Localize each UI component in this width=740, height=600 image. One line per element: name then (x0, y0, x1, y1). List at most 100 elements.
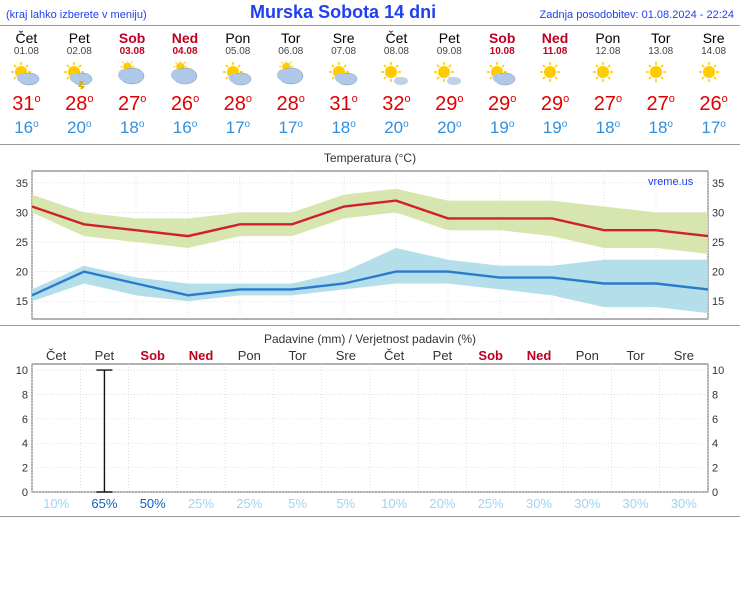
svg-text:Tor: Tor (289, 348, 308, 363)
weather-icon (370, 61, 423, 89)
precipitation-chart: 00224466881010ČetPetSobNedPonTorSreČetPe… (0, 346, 740, 516)
svg-text:10: 10 (16, 365, 28, 377)
temp-low: 20o (370, 118, 423, 138)
weather-icon (687, 61, 740, 89)
svg-text:15: 15 (712, 296, 724, 308)
svg-text:6: 6 (712, 414, 718, 426)
svg-text:0: 0 (712, 487, 718, 499)
weather-icon (423, 61, 476, 89)
temp-low: 20o (53, 118, 106, 138)
temp-high: 31o (0, 93, 53, 116)
svg-text:Tor: Tor (627, 348, 646, 363)
svg-text:10%: 10% (381, 496, 407, 511)
temp-high: 27o (106, 93, 159, 116)
svg-text:Ned: Ned (527, 348, 552, 363)
svg-text:30%: 30% (671, 496, 697, 511)
svg-text:30: 30 (712, 207, 724, 219)
header: (kraj lahko izberete v meniju) Murska So… (0, 0, 740, 25)
temp-high: 27o (634, 93, 687, 116)
svg-text:Ned: Ned (189, 348, 214, 363)
svg-text:25%: 25% (188, 496, 214, 511)
temp-low: 20o (423, 118, 476, 138)
precipitation-chart-title: Padavine (mm) / Verjetnost padavin (%) (0, 326, 740, 346)
svg-text:30%: 30% (623, 496, 649, 511)
svg-text:65%: 65% (91, 496, 117, 511)
svg-text:35: 35 (712, 178, 724, 190)
temp-high: 29o (423, 93, 476, 116)
forecast-table: Čet01.0831o16oPet02.0828o20oSob03.0827o1… (0, 25, 740, 145)
svg-text:30%: 30% (526, 496, 552, 511)
temp-high: 31o (317, 93, 370, 116)
day-name: Ned (159, 30, 212, 46)
day-date: 04.08 (159, 46, 212, 57)
svg-text:25: 25 (712, 237, 724, 249)
weather-icon (317, 61, 370, 89)
temp-high: 29o (529, 93, 582, 116)
temp-high: 28o (211, 93, 264, 116)
precipitation-chart-section: Padavine (mm) / Verjetnost padavin (%) 0… (0, 326, 740, 517)
svg-text:20: 20 (712, 267, 724, 279)
day-name: Sre (317, 30, 370, 46)
day-name: Pon (581, 30, 634, 46)
svg-text:Sob: Sob (478, 348, 503, 363)
day-date: 11.08 (529, 46, 582, 57)
svg-text:Pon: Pon (238, 348, 261, 363)
weather-icon (264, 61, 317, 89)
temp-low: 16o (159, 118, 212, 138)
svg-text:25: 25 (16, 237, 28, 249)
svg-text:10%: 10% (43, 496, 69, 511)
temp-low: 16o (0, 118, 53, 138)
day-date: 01.08 (0, 46, 53, 57)
weather-icon (634, 61, 687, 89)
day-date: 05.08 (211, 46, 264, 57)
page-title: Murska Sobota 14 dni (147, 2, 540, 23)
day-name: Čet (370, 30, 423, 46)
temp-high: 26o (159, 93, 212, 116)
day-date: 02.08 (53, 46, 106, 57)
weather-icon (581, 61, 634, 89)
day-name: Čet (0, 30, 53, 46)
day-name: Tor (264, 30, 317, 46)
temp-low: 18o (106, 118, 159, 138)
svg-text:Čet: Čet (384, 348, 405, 363)
svg-text:Pon: Pon (576, 348, 599, 363)
temp-low: 17o (211, 118, 264, 138)
svg-text:25%: 25% (478, 496, 504, 511)
weather-icon (476, 61, 529, 89)
svg-text:Čet: Čet (46, 348, 67, 363)
weather-icon (159, 61, 212, 89)
day-column: Sre07.08 31o18o (317, 26, 370, 144)
temp-low: 18o (634, 118, 687, 138)
day-date: 07.08 (317, 46, 370, 57)
day-date: 10.08 (476, 46, 529, 57)
day-name: Pet (53, 30, 106, 46)
day-column: Čet01.08 31o16o (0, 26, 53, 144)
svg-text:35: 35 (16, 178, 28, 190)
temp-low: 18o (317, 118, 370, 138)
weather-icon (0, 61, 53, 89)
day-name: Sob (476, 30, 529, 46)
day-name: Tor (634, 30, 687, 46)
day-column: Ned11.0829o19o (529, 26, 582, 144)
svg-text:10: 10 (712, 365, 724, 377)
weather-icon (529, 61, 582, 89)
temp-high: 28o (264, 93, 317, 116)
day-name: Pon (211, 30, 264, 46)
temperature-chart: 15152020252530303535vreme.us (0, 165, 740, 325)
day-column: Pon12.0827o18o (581, 26, 634, 144)
svg-text:30: 30 (16, 207, 28, 219)
temp-low: 19o (476, 118, 529, 138)
day-name: Ned (529, 30, 582, 46)
svg-text:Sre: Sre (674, 348, 694, 363)
temp-high: 32o (370, 93, 423, 116)
day-column: Pon05.08 28o17o (211, 26, 264, 144)
svg-text:0: 0 (22, 487, 28, 499)
svg-text:6: 6 (22, 414, 28, 426)
menu-note: (kraj lahko izberete v meniju) (6, 9, 147, 21)
svg-text:8: 8 (22, 389, 28, 401)
day-date: 09.08 (423, 46, 476, 57)
svg-text:50%: 50% (140, 496, 166, 511)
last-updated: Zadnja posodobitev: 01.08.2024 - 22:24 (540, 9, 734, 21)
temp-high: 28o (53, 93, 106, 116)
temp-high: 27o (581, 93, 634, 116)
